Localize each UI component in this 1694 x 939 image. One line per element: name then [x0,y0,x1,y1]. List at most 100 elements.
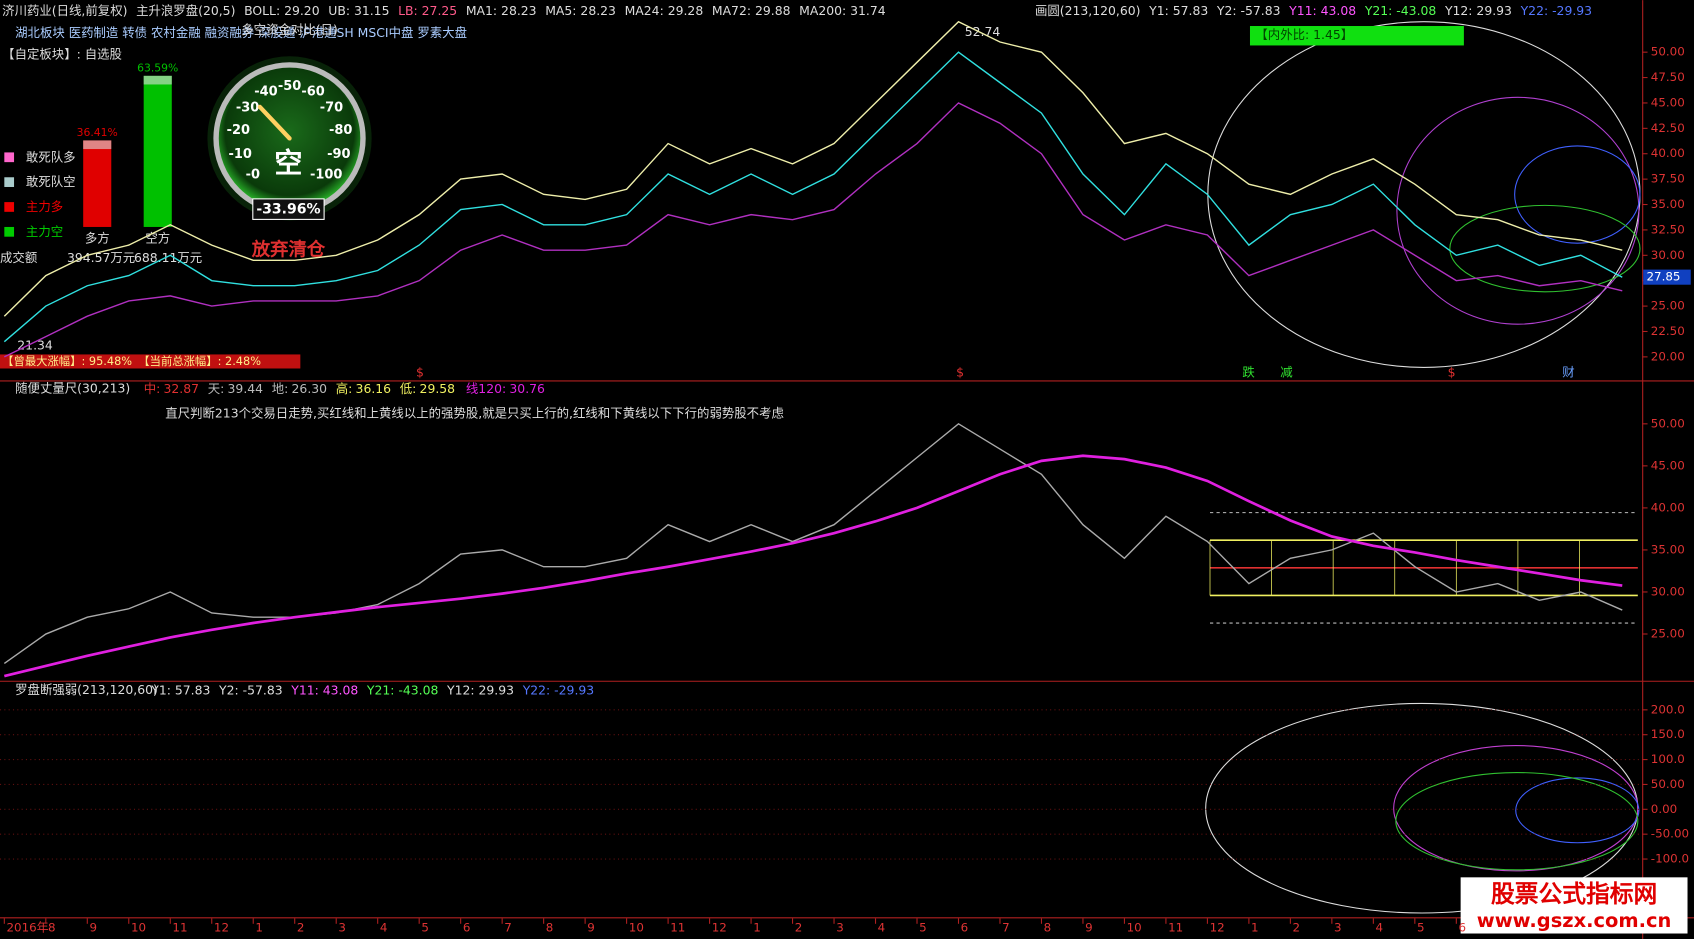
dial-label: -10 [229,147,252,162]
ruler-name: 低: [400,381,417,396]
fund-bar-label: 36.41% [77,126,118,139]
sectors: 湖北板块 医药制造 转债 农村金融 融资融券 深股通 沪港通SH MSCI中盘 … [15,25,467,40]
price-tag [1643,269,1691,285]
gain-max: 【曾最大涨幅】: 95.48% [2,354,132,368]
dial-label: -0 [246,168,260,183]
y-tick-label: 25.00 [1651,299,1685,313]
event: $ [416,364,424,379]
dial-label: -20 [227,123,250,138]
dial-label: -40 [254,85,277,100]
fund-bar-cap [143,75,172,85]
x-tick-label: 2016年 [6,921,48,935]
x-tick-label: 5 [919,921,927,935]
watermark-box [1460,877,1688,934]
panel2-note: 直尺判断213个交易日走势,买红线和上黄线以上的强势股,就是只买上行的,红线和下… [165,405,784,420]
panel2-title: 随便丈量尺(30,213) [15,381,130,396]
turnover-label: 成交额 [0,250,38,265]
header-item: Y22: -29.93 [1520,2,1592,17]
y-tick-label: 45.00 [1651,458,1685,472]
y-tick-label: 47.50 [1651,70,1685,84]
turnover-value: 688.11万元 [134,250,202,265]
ruler-value: 32.87 [164,381,200,396]
x-tick-label: 10 [629,921,644,935]
header-item: Y22: -29.93 [522,682,594,697]
x-tick-label: 9 [1085,921,1093,935]
y-tick-label: 30.00 [1651,584,1685,598]
ruler-values: 中: 32.87 天: 39.44 地: 26.30 高: 36.16 低: 29.58 线120:… [144,381,545,396]
x-tick-label: 4 [380,921,388,935]
x-tick-label: 7 [504,921,512,935]
header-item: Y11: 43.08 [290,682,358,697]
header-item: 主升浪罗盘(20,5) [136,2,235,17]
y-tick-label: 35.00 [1651,542,1685,556]
event: $ [1448,364,1456,379]
header-item: MA5: 28.23 [545,2,616,17]
ruler-name: 天: [208,381,225,396]
fund-bar-name: 空方 [145,230,170,245]
x-tick-label: 6 [1458,921,1466,935]
x-tick-label: 1 [753,921,761,935]
x-tick-label: 3 [836,921,844,935]
y-tick-label: 45.00 [1651,95,1685,109]
series-last: 30.76 [509,381,545,396]
ruler-value: 29.58 [420,381,456,396]
series-name: 线120: [466,381,506,396]
header-item: Y11: 43.08 [1288,2,1356,17]
gain-now: 【当前总涨幅】: 2.48% [138,354,261,368]
inner-outer: 【内外比: 1.45】 [1255,27,1353,42]
y-tick-label: 20.00 [1651,349,1685,363]
y-tick-label: 32.50 [1651,222,1685,236]
y-tick-label: 22.50 [1651,324,1685,338]
dial-label: -100 [310,168,342,183]
header-item: Y21: -43.08 [366,682,439,697]
legend-label: 主力多 [26,199,63,214]
header-item: MA200: 31.74 [799,2,886,17]
ruler-value: 26.30 [292,381,328,396]
high-price: 52.74 [965,24,1001,39]
y-tick-label: 30.00 [1651,248,1685,262]
x-tick-label: 11 [670,921,685,935]
legend-label: 敢死队多 [26,149,76,164]
x-tick-label: 11 [1168,921,1183,935]
gauge-title: 多空资金对比(日) [241,22,338,37]
series-line [3,51,1623,343]
header-item: 画圆(213,120,60) [1035,2,1141,17]
event: $ [956,364,964,379]
header-item: Y21: -43.08 [1364,2,1437,17]
header-item: Y12: 29.93 [1444,2,1512,17]
y-tick-label: 200.0 [1651,702,1685,716]
dial-label: -90 [327,147,350,162]
header-item: Y1: 57.83 [1148,2,1208,17]
x-tick-label: 6 [463,921,471,935]
fund-bar [143,75,172,227]
event: 财 [1562,364,1574,379]
y-tick-label: 40.00 [1651,146,1685,160]
x-tick-label: 12 [1210,921,1225,935]
x-tick-label: 1 [1251,921,1259,935]
y-tick-label: -100.0 [1651,852,1689,866]
y-tick-label: 42.50 [1651,121,1685,135]
dial-label: -50 [278,79,301,94]
y-tick-label: 40.00 [1651,500,1685,514]
y-tick-label: 50.00 [1651,416,1685,430]
x-tick-label: 3 [1334,921,1342,935]
ruler-name: 中: [144,381,161,396]
header-item: MA24: 29.28 [625,2,704,17]
watermark-url: www.gszx.com.cn [1477,909,1672,932]
header-item: Y1: 57.83 [150,682,210,697]
x-tick-label: 12 [712,921,727,935]
inner-outer-box [1249,26,1464,46]
gauge-value: -33.96% [256,202,320,218]
gauge-advice: 放弃清仓 [251,239,326,261]
dial-label: -30 [236,100,259,115]
legend-swatch [4,177,15,187]
gauge-value-box [252,198,325,220]
y-tick-label: 35.00 [1651,197,1685,211]
x-tick-label: 2 [1293,921,1301,935]
ruler-name: 高: [336,381,353,396]
legend-label: 主力空 [26,224,63,239]
x-tick-label: 4 [1376,921,1384,935]
